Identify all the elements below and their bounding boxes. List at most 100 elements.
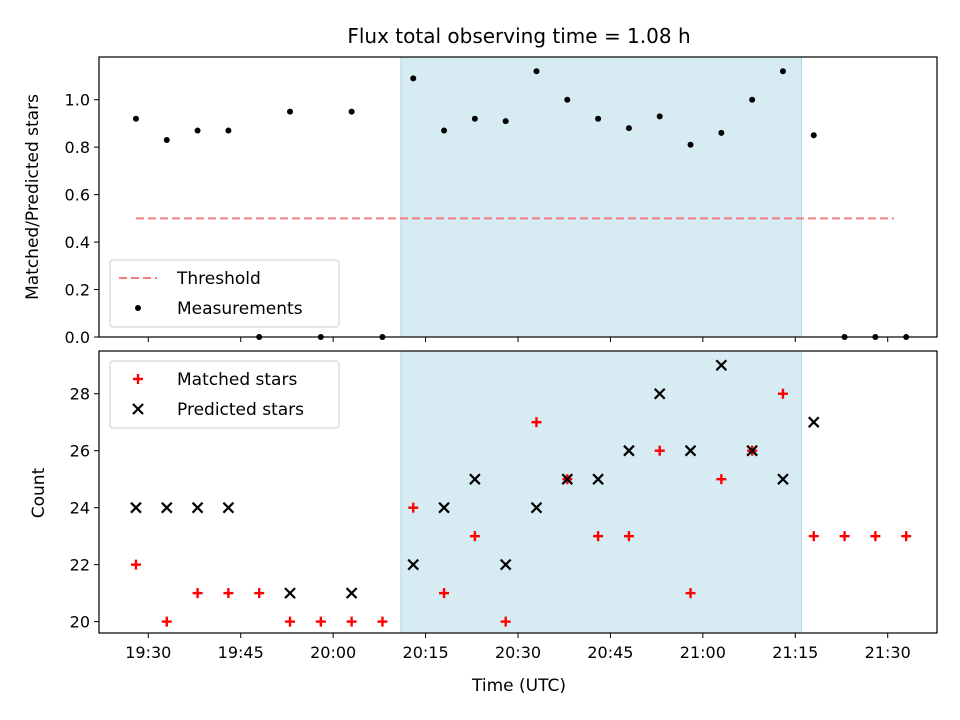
x-d2 [684, 444, 697, 457]
top-y-tick-label: 0.8 [65, 138, 90, 157]
legend-measurement-swatch [135, 305, 141, 311]
predicted-star-point [684, 444, 697, 457]
chart-title: Flux total observing time = 1.08 h [347, 24, 690, 48]
bottom-panel: 20 22 24 26 28 19:30 19:45 20:00 20:15 20:30 20:45… [70, 350, 938, 662]
matched-star-point [223, 588, 234, 599]
x-d2 [130, 501, 142, 514]
predicted-star-point [592, 473, 604, 485]
x-d2 [715, 359, 728, 372]
measurement-point [194, 127, 201, 134]
bottom-y-tick-label: 20 [70, 613, 90, 632]
x-tick-label: 19:30 [125, 643, 171, 662]
predicted-star-point [130, 501, 142, 514]
predicted-star-point [284, 587, 296, 599]
predicted-star-point [715, 359, 728, 372]
measurement-point [749, 96, 756, 103]
matched-star-point [654, 445, 665, 456]
matched-star-point [623, 531, 634, 542]
x-d2 [345, 587, 358, 599]
predicted-star-point [777, 473, 789, 485]
measurement-point [163, 137, 170, 144]
predicted-star-point [161, 501, 173, 514]
bottom-y-tick-label: 24 [70, 499, 90, 518]
matched-star-point [716, 474, 727, 485]
matched-star-point [593, 531, 604, 542]
x-tick-label: 20:30 [495, 643, 541, 662]
predicted-star-point [438, 501, 450, 514]
matched-star-point [531, 417, 542, 428]
matched-star-point [408, 502, 419, 513]
x-d2 [653, 387, 666, 400]
predicted-star-point [345, 587, 358, 599]
measurement-point [718, 129, 725, 136]
matched-star-point [315, 616, 326, 627]
bottom-highlight-span [400, 351, 802, 633]
top-y-tick-label: 0.6 [65, 186, 90, 205]
x-d2 [499, 558, 512, 571]
x-d2 [407, 558, 420, 571]
measurement-point [625, 125, 632, 132]
predicted-star-point [530, 501, 543, 514]
predicted-star-point [469, 473, 481, 485]
legend-label: Threshold [176, 269, 261, 289]
matched-star-point [439, 588, 450, 599]
measurement-point [564, 96, 571, 103]
x-d2 [469, 473, 481, 485]
x-tick-label: 21:15 [772, 643, 818, 662]
matched-star-point [346, 616, 357, 627]
predicted-star-point [191, 501, 204, 514]
predicted-star-point [561, 473, 574, 485]
x-d2 [438, 501, 450, 514]
matched-star-point [685, 588, 696, 599]
x-d2 [777, 473, 789, 485]
x-tick-label: 21:30 [865, 643, 911, 662]
x-tick-label: 21:00 [680, 643, 726, 662]
measurement-point [656, 113, 663, 120]
x-d2 [284, 587, 296, 599]
legend-label: Measurements [177, 299, 303, 319]
x-tick-label: 20:45 [587, 643, 633, 662]
matched-star-point [808, 531, 819, 542]
measurement-point [287, 108, 294, 115]
matched-star-point [500, 616, 511, 627]
matched-star-point [285, 616, 296, 627]
bottom-y-tick-label: 28 [70, 385, 90, 404]
top-panel: 0.0 0.2 0.4 0.6 0.8 1.0 Threshold Measurements [65, 56, 938, 347]
predicted-star-point [653, 387, 666, 400]
matched-star-point [839, 531, 850, 542]
measurement-point [441, 127, 448, 134]
x-d2 [161, 501, 173, 514]
x-d2 [530, 501, 543, 514]
predicted-star-point [407, 558, 420, 571]
predicted-star-point [499, 558, 512, 571]
top-y-axis-label: Matched/Predicted stars [23, 94, 43, 300]
x-d2 [746, 444, 758, 457]
x-tick-label: 19:45 [218, 643, 264, 662]
x-d2 [623, 444, 635, 457]
x-d2 [807, 416, 820, 428]
matched-star-point [161, 616, 172, 627]
legend-label: Matched stars [177, 370, 297, 390]
x-d2 [561, 473, 574, 485]
bottom-y-tick-label: 26 [70, 442, 90, 461]
measurement-point [132, 115, 139, 122]
predicted-star-point [807, 416, 820, 428]
x-tick-label: 20:00 [310, 643, 356, 662]
x-d2 [222, 501, 235, 514]
predicted-star-point [746, 444, 758, 457]
matched-star-point [130, 559, 141, 570]
matched-star-point [870, 531, 881, 542]
measurement-point [410, 75, 417, 82]
matched-star-point [254, 588, 265, 599]
top-legend [109, 259, 340, 328]
top-y-tick-label: 1.0 [65, 91, 90, 110]
measurement-point [471, 115, 478, 122]
measurement-point [502, 118, 509, 125]
legend-predicted-swatch [132, 403, 144, 415]
x-d2 [191, 501, 204, 514]
top-y-tick-label: 0.2 [65, 281, 90, 300]
matched-star-point [901, 531, 912, 542]
x-tick-label: 20:15 [403, 643, 449, 662]
measurement-point [533, 68, 540, 75]
